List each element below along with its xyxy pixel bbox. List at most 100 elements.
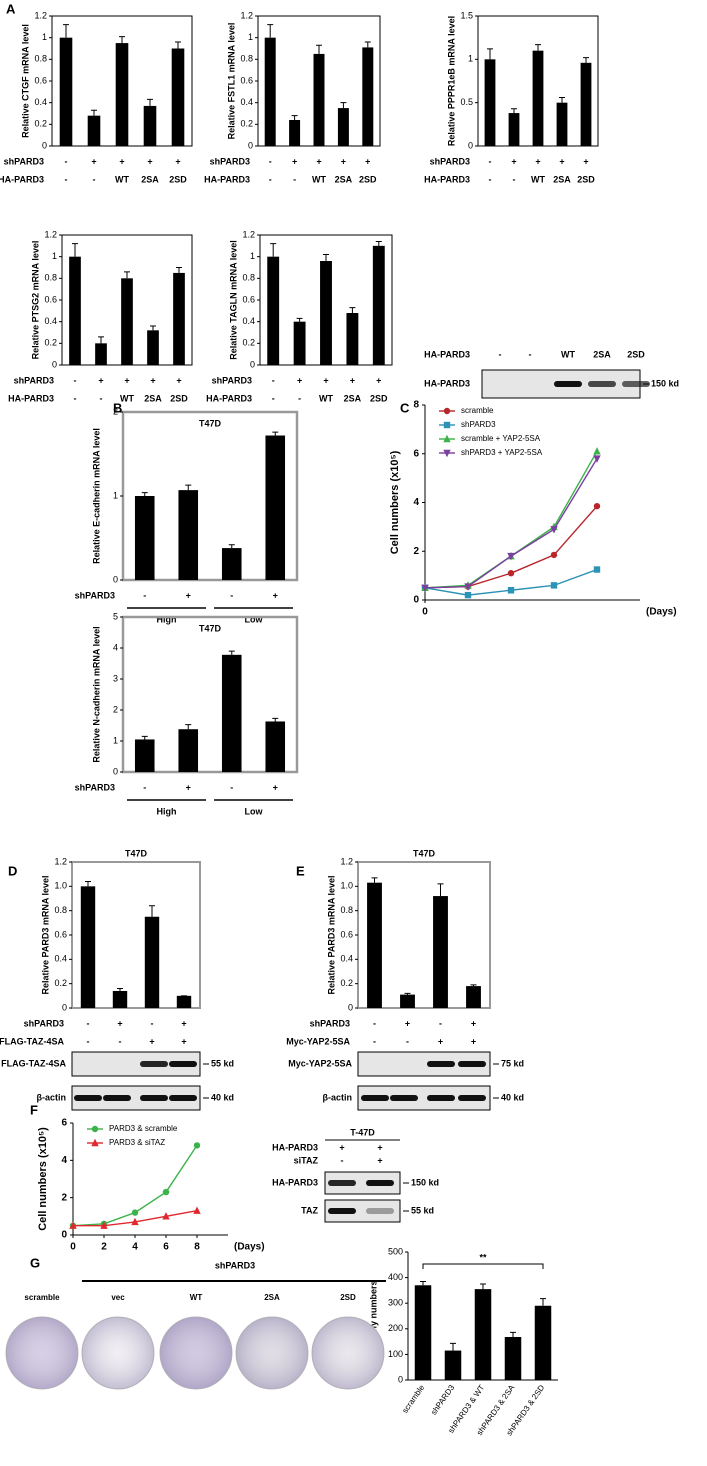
- annotation: **: [479, 1252, 487, 1262]
- bar: [556, 102, 568, 146]
- bar: [178, 729, 199, 772]
- bar: [534, 1305, 552, 1380]
- y-tick-label: 1.0: [340, 881, 353, 891]
- y-tick-label: 6: [61, 1118, 67, 1129]
- error-bar: [510, 1331, 516, 1337]
- error-bar: [375, 241, 382, 246]
- condition-value: -: [230, 590, 233, 600]
- y-tick-label: 0: [52, 359, 57, 369]
- y-tick-label: 1: [113, 490, 118, 500]
- condition-value: 2SD: [170, 393, 188, 403]
- condition-value: +: [181, 1018, 186, 1028]
- marker: [69, 1221, 77, 1229]
- error-bar: [511, 108, 517, 114]
- bar: [293, 321, 306, 365]
- condition-value: +: [471, 1018, 476, 1028]
- bar: [289, 120, 301, 146]
- condition-value: 2SD: [577, 174, 595, 184]
- bar: [59, 37, 73, 146]
- y-axis-label: Cell numbers (x10⁵): [37, 1127, 49, 1231]
- bar: [372, 245, 385, 365]
- group-label: Low: [245, 806, 264, 816]
- y-tick-label: 0: [42, 140, 47, 150]
- y-tick-label: 0.6: [340, 929, 353, 939]
- condition-value: +: [377, 1142, 382, 1152]
- error-bar: [583, 57, 589, 63]
- marker: [550, 551, 558, 559]
- blot-row-label: FLAG-TAZ-4SA: [1, 1058, 66, 1068]
- condition-value: +: [147, 156, 152, 166]
- y-tick-label: 2: [113, 406, 118, 416]
- dish-shade: [312, 1317, 384, 1389]
- condition-value: 2SA: [335, 174, 353, 184]
- y-tick-label: 0.6: [34, 75, 47, 85]
- chart-title: T47D: [199, 623, 222, 633]
- x-tick-label: shPARD3: [429, 1383, 456, 1417]
- condition-value: -: [373, 1018, 376, 1028]
- legend-marker: [443, 449, 451, 458]
- condition-value: +: [273, 590, 278, 600]
- blot-band: [554, 381, 582, 387]
- y-tick-label: 300: [388, 1298, 403, 1308]
- dish-shade: [6, 1317, 78, 1389]
- condition-value: +: [175, 156, 180, 166]
- marker: [464, 591, 472, 599]
- condition-value: 2SA: [553, 174, 571, 184]
- condition-value: -: [489, 156, 492, 166]
- blot-band: [169, 1095, 197, 1101]
- condition-value: -: [65, 174, 68, 184]
- marker: [593, 566, 601, 573]
- condition-value: -: [151, 1018, 154, 1028]
- condition-value: -: [230, 782, 233, 792]
- error-bar: [404, 992, 411, 995]
- error-bar: [272, 717, 279, 722]
- y-tick-label: 1: [52, 251, 57, 261]
- bar: [178, 490, 199, 580]
- group-label: shPARD3: [215, 1260, 255, 1270]
- error-bar: [480, 1283, 486, 1290]
- y-tick-label: 0.4: [54, 954, 67, 964]
- condition-value: +: [583, 156, 588, 166]
- error-bar: [228, 544, 235, 549]
- blot-size-label: 75 kd: [501, 1058, 524, 1068]
- y-tick-label: 4: [61, 1155, 67, 1166]
- error-bar: [364, 41, 371, 48]
- legend-label: shPARD3 + YAP2-5SA: [461, 448, 543, 457]
- marker: [593, 502, 601, 510]
- marker: [593, 447, 601, 455]
- y-tick-label: 4: [413, 497, 419, 508]
- condition-value: +: [150, 375, 155, 385]
- condition-value: +: [316, 156, 321, 166]
- condition-value: 2SD: [627, 349, 645, 359]
- bar: [264, 37, 276, 146]
- y-tick-label: 1.2: [242, 229, 255, 239]
- panel-label: G: [30, 1255, 40, 1270]
- y-tick-label: 1.2: [240, 10, 253, 20]
- x-tick-label: scramble: [400, 1383, 426, 1415]
- error-bar: [540, 1298, 546, 1306]
- legend-label: PARD3 & scramble: [109, 1124, 178, 1133]
- y-tick-label: 0.2: [240, 119, 253, 129]
- error-bar: [371, 877, 378, 883]
- condition-value: +: [124, 375, 129, 385]
- marker: [507, 587, 515, 594]
- condition-value: +: [341, 156, 346, 166]
- error-bar: [470, 984, 477, 987]
- bar: [508, 113, 520, 146]
- error-bar: [487, 48, 493, 60]
- bar: [265, 721, 286, 772]
- condition-value: 2SA: [593, 349, 611, 359]
- y-tick-label: 1.2: [44, 229, 57, 239]
- blot-band: [140, 1061, 168, 1067]
- y-axis-label: Relative PPPR1eB mRNA level: [446, 16, 456, 146]
- y-axis-label: Relative N-cadherin mRNA level: [91, 626, 101, 762]
- y-tick-label: 1: [250, 251, 255, 261]
- y-tick-label: 0.2: [34, 119, 47, 129]
- condition-value: +: [377, 1155, 382, 1165]
- condition-value: +: [405, 1018, 410, 1028]
- marker: [507, 569, 515, 577]
- error-bar: [63, 24, 69, 38]
- y-tick-label: 0: [348, 1002, 353, 1012]
- panel-label: C: [400, 400, 410, 415]
- panel-label: D: [8, 863, 17, 878]
